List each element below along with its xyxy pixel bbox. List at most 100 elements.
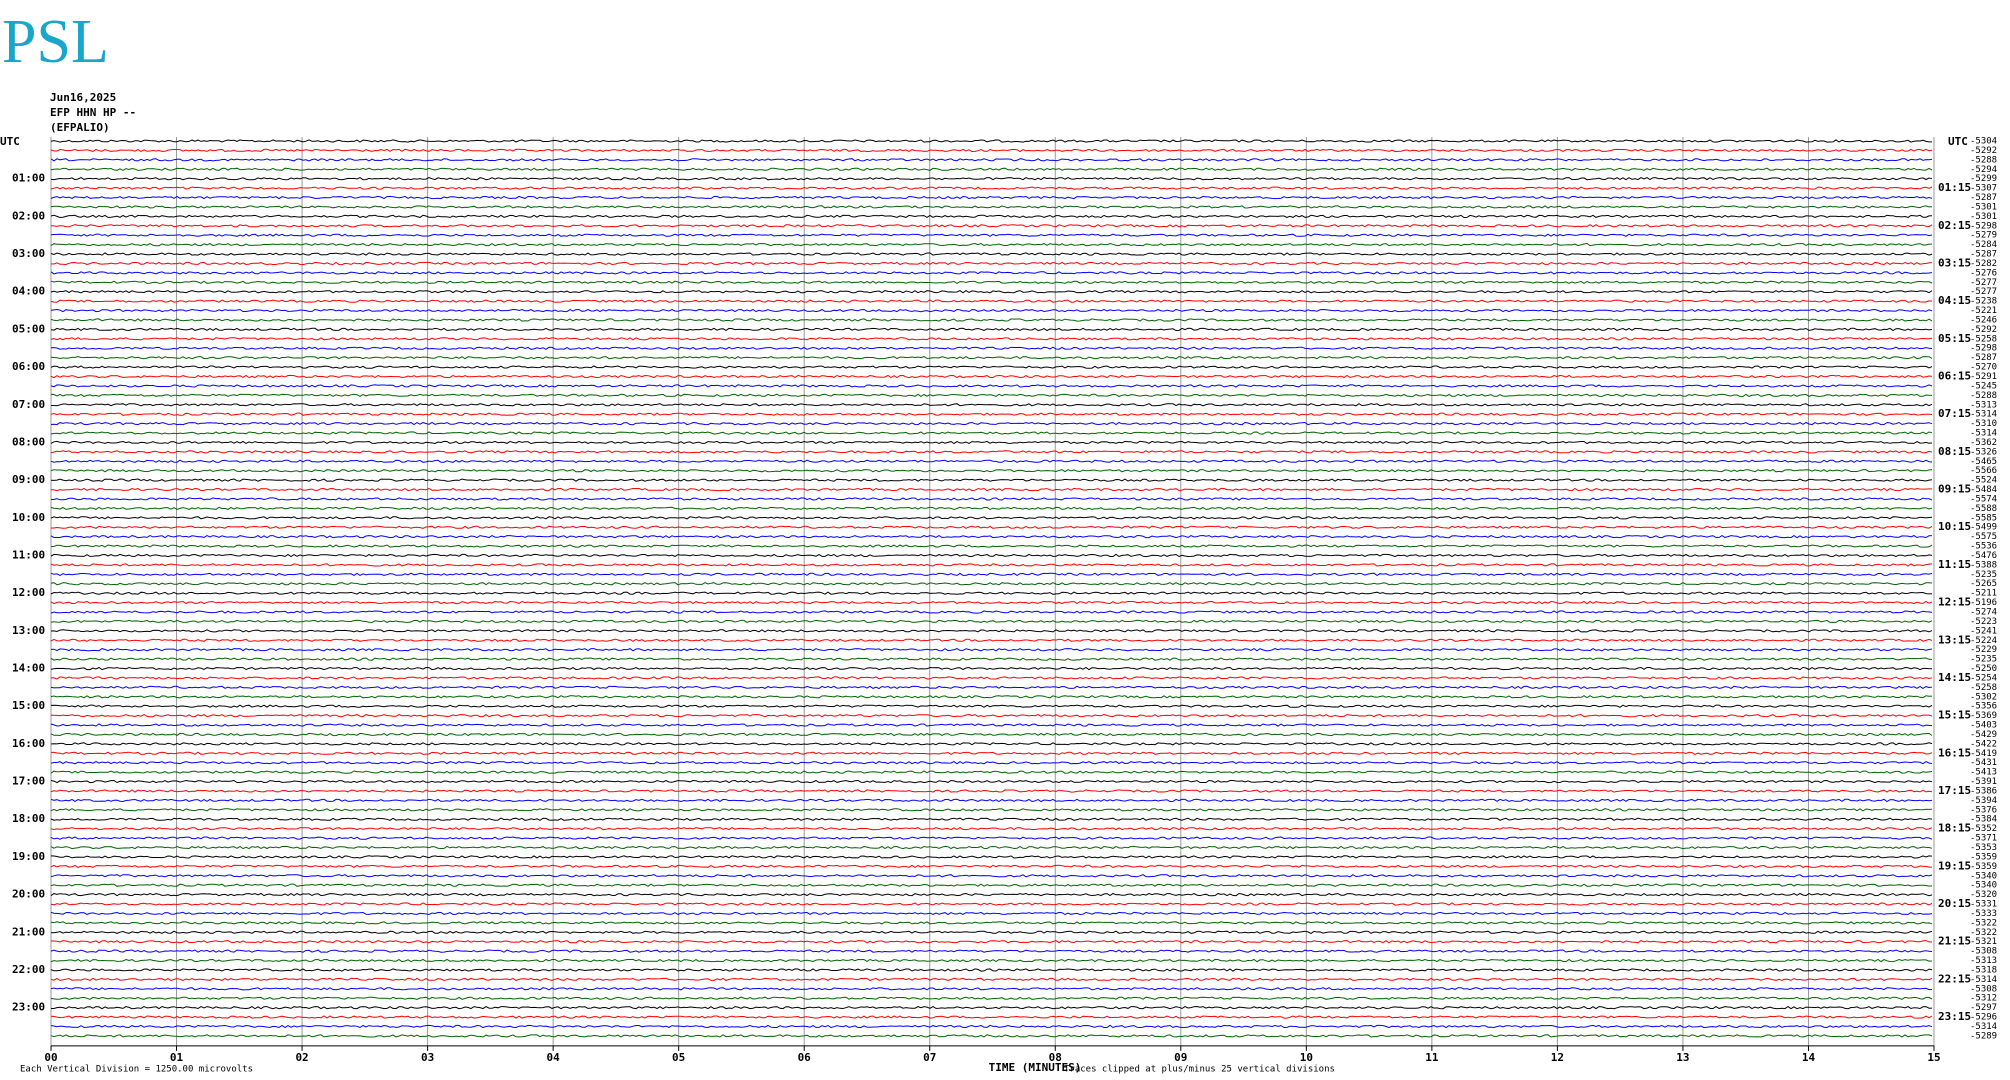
left-time-label: 12:00: [12, 586, 45, 599]
trace-offset: -5352: [1970, 824, 1997, 834]
trace: [51, 525, 1933, 529]
trace-offset: -5292: [1970, 146, 1997, 156]
trace-offset: -5294: [1970, 165, 1997, 175]
right-time-label: 05:15: [1938, 332, 1971, 345]
date: Jun16,2025: [50, 91, 116, 104]
left-time-label: 14:00: [12, 662, 45, 675]
trace-offset: -5245: [1970, 381, 1997, 391]
trace-offset: -5298: [1970, 221, 1997, 231]
trace: [50, 563, 1933, 567]
trace-offset: -5394: [1970, 796, 1997, 806]
trace-offset: -5588: [1970, 504, 1997, 514]
right-time-label: 10:15: [1938, 520, 1971, 533]
trace-offset: -5314: [1970, 1022, 1997, 1032]
trace-offset: -5585: [1970, 513, 1997, 523]
trace-offset: -5353: [1970, 843, 1997, 853]
trace: [50, 167, 1933, 171]
trace: [50, 657, 1933, 661]
trace: [51, 497, 1933, 501]
trace: [50, 233, 1933, 237]
trace-offset: -5431: [1970, 758, 1997, 768]
trace: [50, 280, 1933, 284]
right-time-label: 23:15: [1938, 1010, 1971, 1023]
trace: [50, 195, 1933, 200]
trace: [50, 582, 1933, 586]
left-time-label: 04:00: [12, 285, 45, 298]
trace-offset: -5307: [1970, 184, 1997, 194]
trace-offset: -5211: [1970, 589, 1997, 599]
trace: [50, 421, 1933, 426]
trace-offset: -5299: [1970, 174, 1997, 184]
trace: [50, 299, 1933, 303]
trace-offset: -5313: [1970, 956, 1997, 966]
trace-offset: -5465: [1970, 457, 1997, 467]
station-name: (EFPALIO): [50, 121, 110, 134]
trace-offset: -5297: [1970, 1003, 1997, 1013]
trace: [50, 695, 1933, 699]
trace-offset: -5524: [1970, 476, 1997, 486]
trace: [50, 534, 1933, 539]
trace-offset: -5296: [1970, 1013, 1997, 1023]
trace: [50, 478, 1933, 482]
trace-offset: -5320: [1970, 890, 1997, 900]
trace: [50, 516, 1933, 520]
left-time-label: 21:00: [12, 925, 45, 938]
trace: [50, 600, 1933, 605]
trace: [50, 177, 1933, 181]
x-tick-label: 08: [1049, 1051, 1062, 1064]
trace: [50, 205, 1933, 209]
trace-offset: -5326: [1970, 447, 1997, 457]
trace: [50, 855, 1933, 859]
trace: [50, 591, 1933, 595]
trace: [51, 403, 1933, 407]
trace: [50, 798, 1933, 803]
trace-offset: -5238: [1970, 297, 1997, 307]
trace-offset: -5258: [1970, 334, 1997, 344]
trace: [50, 723, 1933, 727]
trace: [50, 845, 1933, 850]
trace-offset: -5289: [1970, 1031, 1997, 1041]
trace-offset: -5403: [1970, 721, 1997, 731]
trace-offset: -5196: [1970, 598, 1997, 608]
trace-offset: -5314: [1970, 975, 1997, 985]
trace: [50, 648, 1933, 652]
trace: [50, 337, 1933, 341]
trace: [50, 761, 1933, 765]
trace: [50, 676, 1933, 680]
trace-offset: -5291: [1970, 372, 1997, 382]
trace: [50, 469, 1933, 473]
trace: [51, 713, 1933, 718]
trace: [50, 770, 1933, 774]
clip-note: Traces clipped at plus/minus 25 vertical…: [1064, 1065, 1335, 1075]
trace: [50, 996, 1933, 1000]
scale-note: Each Vertical Division = 1250.00 microvo…: [20, 1065, 253, 1075]
trace: [50, 836, 1933, 840]
trace: [50, 864, 1932, 869]
trace-offset: -5304: [1970, 137, 1997, 147]
x-tick-label: 05: [672, 1051, 685, 1064]
right-time-label: 03:15: [1938, 256, 1971, 269]
left-time-label: 05:00: [12, 322, 45, 335]
x-tick-label: 10: [1300, 1051, 1313, 1064]
trace: [51, 751, 1933, 755]
trace: [50, 374, 1933, 379]
trace: [50, 987, 1933, 991]
trace-offset: -5246: [1970, 315, 1997, 325]
left-time-label: 13:00: [12, 624, 45, 637]
trace-offset: -5376: [1970, 805, 1997, 815]
trace-offset: -5301: [1970, 202, 1997, 212]
trace: [50, 487, 1932, 492]
left-time-label: 03:00: [12, 247, 45, 260]
trace: [50, 883, 1933, 887]
trace: [51, 940, 1933, 944]
right-time-label: 07:15: [1938, 407, 1971, 420]
trace: [50, 742, 1933, 746]
trace-offset: -5322: [1970, 918, 1997, 928]
trace: [50, 958, 1933, 963]
trace-offset: -5287: [1970, 193, 1997, 203]
trace: [50, 1024, 1933, 1029]
trace: [50, 440, 1933, 445]
trace-offset: -5235: [1970, 570, 1997, 580]
right-time-label: 11:15: [1938, 558, 1971, 571]
trace-offset: -5235: [1970, 655, 1997, 665]
